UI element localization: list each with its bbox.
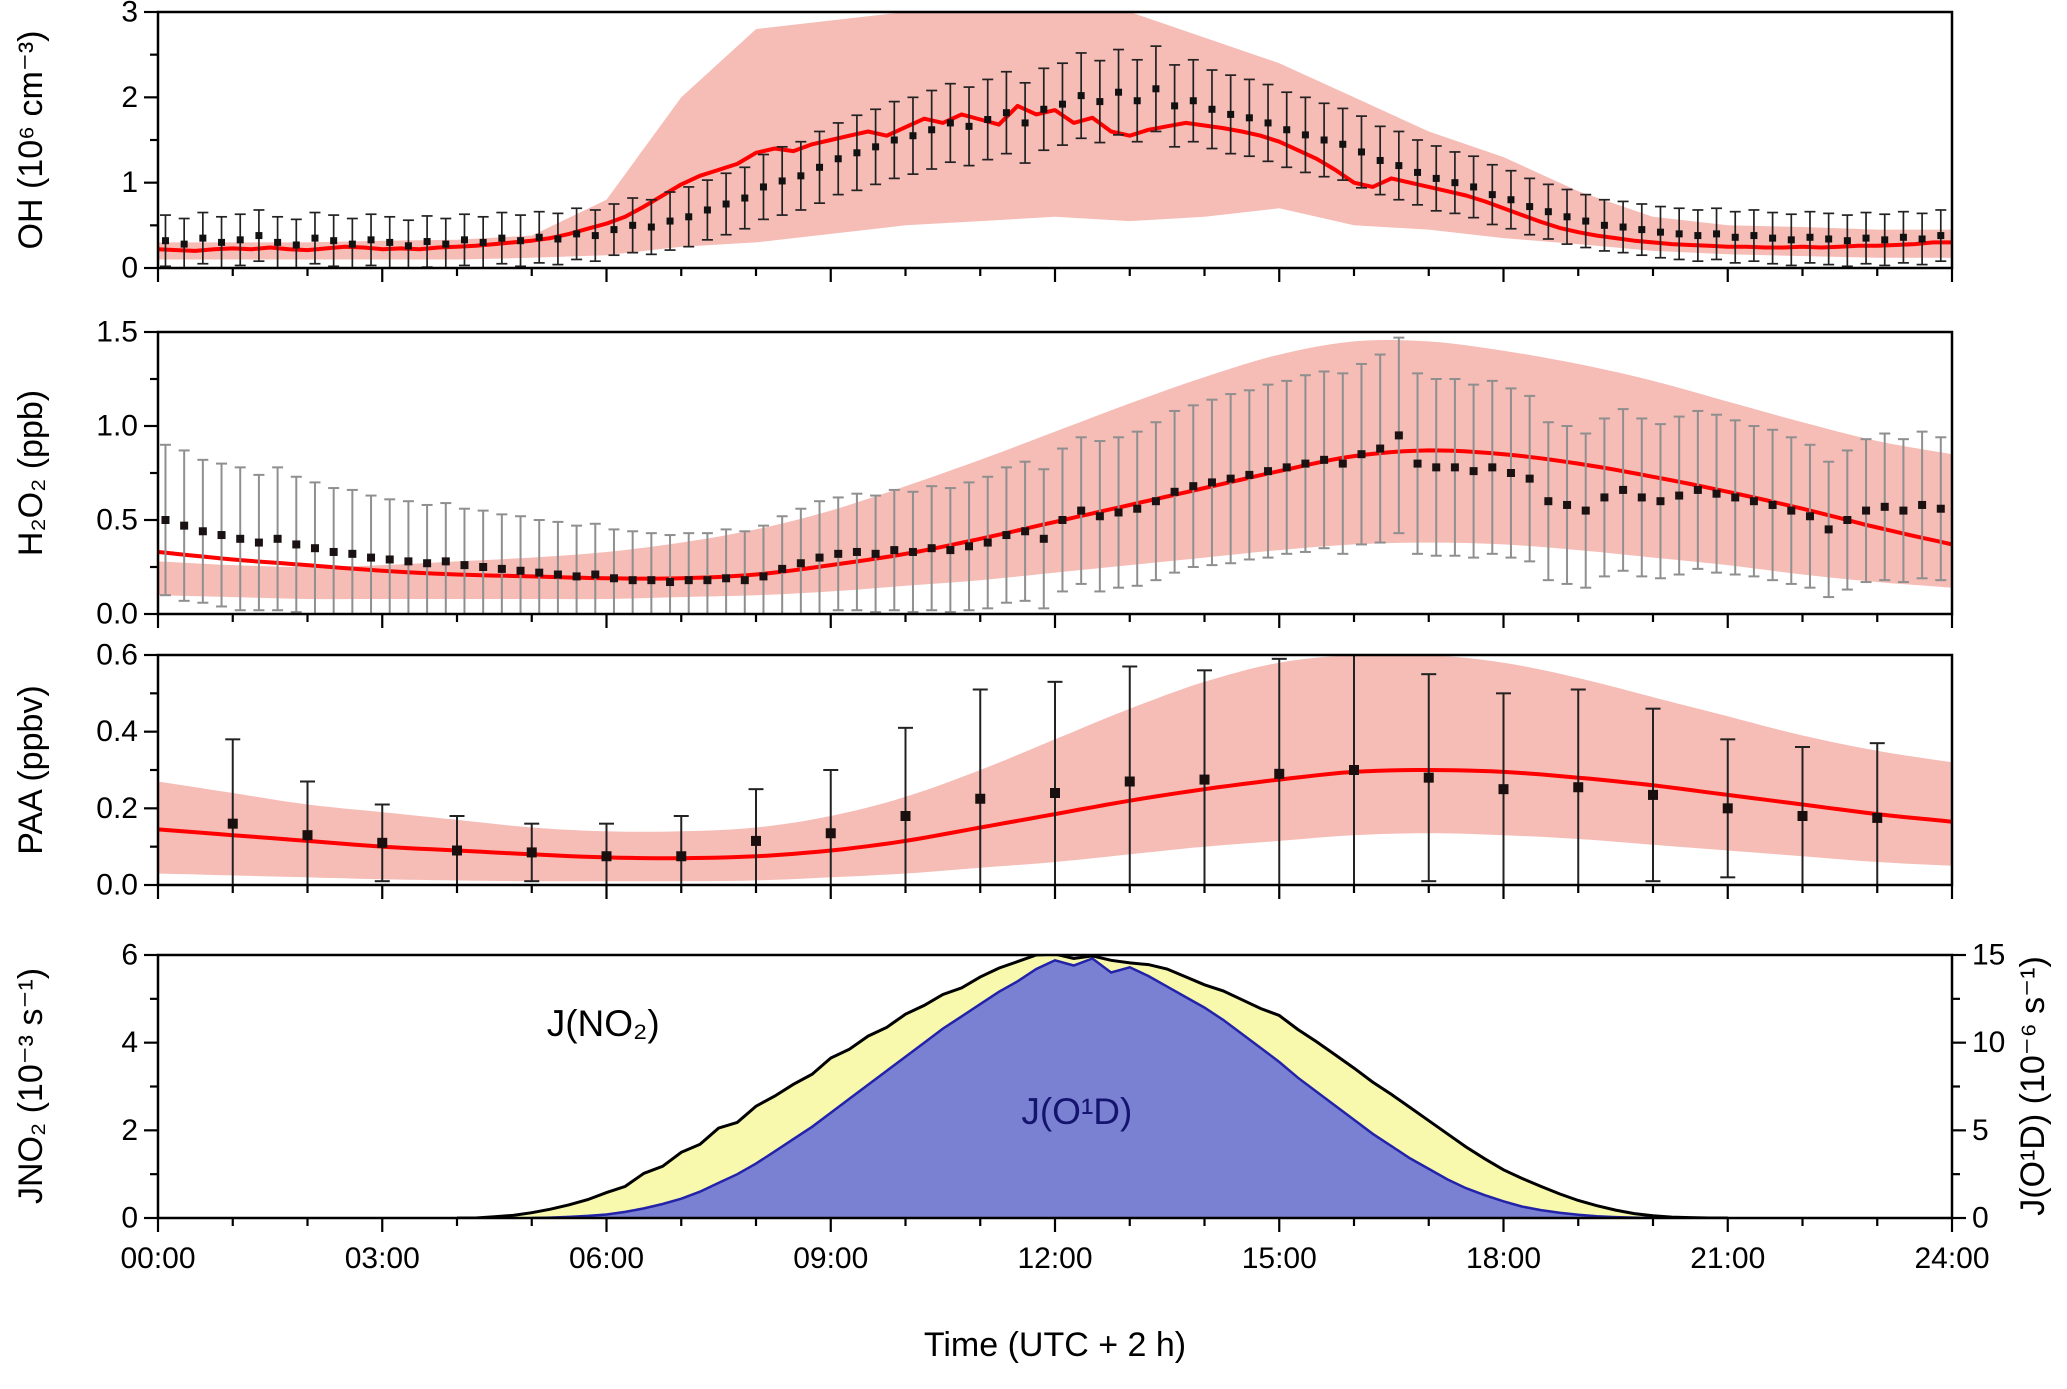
- svg-text:0.2: 0.2: [96, 792, 138, 825]
- svg-text:4: 4: [121, 1026, 138, 1059]
- y-axis-label-jo1d: J(O¹D) (10⁻⁶ s⁻¹): [2014, 956, 2052, 1216]
- svg-text:2: 2: [121, 81, 138, 114]
- svg-text:0.6: 0.6: [96, 639, 138, 672]
- svg-text:3: 3: [121, 0, 138, 29]
- OH-model-line: [158, 103, 1952, 253]
- svg-text:18:00: 18:00: [1466, 1242, 1541, 1275]
- svg-text:12:00: 12:00: [1017, 1242, 1092, 1275]
- y-axis-label-paa: PAA (ppbv): [12, 685, 50, 854]
- svg-text:10: 10: [1972, 1026, 2005, 1059]
- y-axis-label-h2o2: H₂O₂ (ppb): [12, 390, 50, 556]
- annotation-1: J(O¹D): [1021, 1091, 1132, 1132]
- y-axis-label-oh: OH (10⁶ cm⁻³): [12, 31, 50, 250]
- annotation-0: J(NO₂): [547, 1003, 660, 1044]
- svg-text:0.5: 0.5: [96, 504, 138, 537]
- svg-text:0.0: 0.0: [96, 598, 138, 631]
- svg-text:1.5: 1.5: [96, 316, 138, 349]
- panel-0-axes: [144, 10, 1954, 282]
- H2O2-measured-points: [161, 431, 1945, 587]
- panel-3-right-axis: [1952, 953, 1966, 1220]
- OH-plot-area: [158, 12, 1952, 268]
- panel-2-axes: [144, 653, 1954, 899]
- x-axis-title: Time (UTC + 2 h): [924, 1326, 1186, 1364]
- y-axis-label-jno2: JNO₂ (10⁻³ s⁻¹): [12, 968, 50, 1204]
- OH-model-uncertainty-band: [158, 12, 1952, 260]
- svg-text:1.0: 1.0: [96, 410, 138, 443]
- jo1d-area: [531, 958, 1653, 1218]
- H2O2-plot-area: [158, 336, 1952, 614]
- svg-text:0: 0: [121, 252, 138, 285]
- H2O2-model-line: [158, 448, 1952, 581]
- chart-dynamic-content: 0 1 2 3 0.0 0.5 1.0 1.5 0.0 0.2 0.4 0.6 J(NO₂) J(O¹D)…: [96, 0, 2005, 1275]
- jo1d-outline: [531, 957, 1654, 1218]
- svg-text:1: 1: [121, 166, 138, 199]
- svg-text:24:00: 24:00: [1914, 1242, 1989, 1275]
- panel-1-axes: [144, 330, 1954, 628]
- svg-text:15: 15: [1972, 939, 2005, 972]
- H2O2-model-uncertainty-band: [158, 340, 1952, 600]
- svg-text:03:00: 03:00: [345, 1242, 420, 1275]
- svg-text:15:00: 15:00: [1242, 1242, 1317, 1275]
- svg-text:6: 6: [121, 939, 138, 972]
- OH-measured-points: [161, 85, 1945, 250]
- svg-text:0.0: 0.0: [96, 869, 138, 902]
- svg-text:5: 5: [1972, 1114, 1989, 1147]
- PAA-plot-area: [158, 655, 1952, 885]
- svg-text:2: 2: [121, 1114, 138, 1147]
- svg-text:00:00: 00:00: [120, 1242, 195, 1275]
- svg-text:0: 0: [1972, 1202, 1989, 1235]
- svg-text:0.4: 0.4: [96, 715, 138, 748]
- svg-text:0: 0: [121, 1202, 138, 1235]
- svg-text:21:00: 21:00: [1690, 1242, 1765, 1275]
- PAA-measured-points: [227, 765, 1883, 862]
- svg-text:09:00: 09:00: [793, 1242, 868, 1275]
- svg-text:06:00: 06:00: [569, 1242, 644, 1275]
- photolysis-plot-area: [457, 955, 1728, 1218]
